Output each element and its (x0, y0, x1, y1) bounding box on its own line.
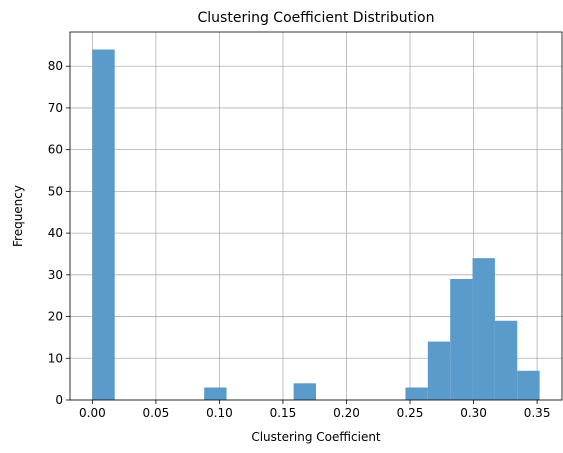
x-tick-label: 0.00 (79, 406, 106, 420)
x-tick-label: 0.30 (460, 406, 487, 420)
histogram-bar (204, 387, 227, 400)
x-tick-label: 0.25 (397, 406, 424, 420)
chart-title: Clustering Coefficient Distribution (198, 10, 435, 26)
y-tick-label: 20 (48, 310, 63, 324)
histogram-bar (472, 258, 495, 400)
y-tick-label: 80 (48, 59, 63, 73)
y-tick-label: 10 (48, 351, 63, 365)
x-tick-label: 0.20 (333, 406, 360, 420)
grid (70, 32, 562, 401)
histogram-bar (427, 341, 451, 400)
histogram-bar (92, 49, 115, 401)
x-ticks: 0.00 0.05 0.10 0.15 0.20 0.25 0.30 0.35 (79, 400, 550, 420)
x-tick-label: 0.35 (524, 406, 551, 420)
y-tick-label: 0 (55, 393, 63, 407)
y-axis-label: Frequency (11, 185, 25, 247)
histogram-bar (494, 320, 518, 400)
histogram-bar (450, 279, 473, 400)
histogram-bar (293, 383, 316, 400)
x-tick-label: 0.15 (270, 406, 297, 420)
bars (92, 49, 540, 401)
x-axis-label: Clustering Coefficient (251, 430, 381, 444)
y-tick-label: 60 (48, 143, 63, 157)
y-ticks: 0 10 20 30 40 50 60 70 80 (48, 59, 70, 407)
x-tick-label: 0.05 (143, 406, 170, 420)
y-tick-label: 70 (48, 101, 63, 115)
y-tick-label: 30 (48, 268, 63, 282)
plot-frame (69, 31, 563, 401)
y-tick-label: 50 (48, 184, 63, 198)
histogram-bar (405, 387, 428, 400)
histogram-bar (517, 370, 540, 400)
x-tick-label: 0.10 (206, 406, 233, 420)
y-tick-label: 40 (48, 226, 63, 240)
